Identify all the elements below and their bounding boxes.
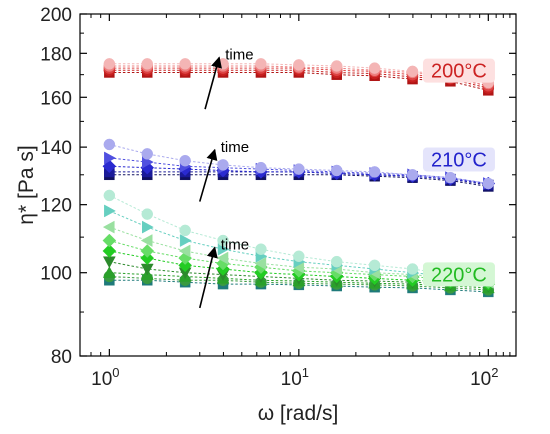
- data-point: [406, 65, 419, 78]
- x-tick-label: 100: [91, 365, 119, 390]
- data-point: [330, 60, 343, 72]
- y-tick-label: 160: [40, 88, 72, 109]
- data-point: [102, 244, 117, 258]
- data-point: [217, 234, 229, 247]
- data-point: [255, 58, 267, 70]
- data-point: [217, 159, 229, 171]
- y-tick-labels: 80 100 120 140 160 180 200: [40, 5, 72, 368]
- series-group-0: [103, 58, 495, 96]
- data-point: [178, 258, 193, 273]
- data-point: [102, 159, 117, 174]
- series-line: [109, 144, 489, 184]
- temperature-label-bg: [422, 147, 495, 172]
- temperature-label-bg: [422, 262, 495, 287]
- y-axis-title: η* [Pa s]: [15, 145, 38, 224]
- x-tick-label: 102: [470, 365, 498, 390]
- data-point: [368, 62, 381, 74]
- data-point: [141, 58, 154, 70]
- data-point: [255, 161, 267, 174]
- data-point: [103, 138, 116, 151]
- data-point: [179, 58, 191, 70]
- y-tick-label: 100: [40, 264, 72, 285]
- y-tick-label: 180: [40, 44, 72, 65]
- time-annotation: time: [221, 236, 249, 253]
- data-point: [104, 151, 116, 165]
- series-layer: [102, 58, 496, 298]
- plot-frame: [79, 13, 517, 357]
- data-point: [330, 164, 343, 177]
- data-point: [293, 163, 305, 175]
- data-point: [103, 189, 116, 202]
- data-point: [255, 243, 267, 255]
- series-group-1: [102, 138, 496, 192]
- series-line: [109, 210, 489, 281]
- y-tick-label: 200: [40, 5, 72, 26]
- x-axis-title: ω [rad/s]: [258, 402, 339, 425]
- data-point: [406, 263, 419, 275]
- data-point: [104, 204, 116, 218]
- data-point: [102, 233, 117, 248]
- data-point: [179, 234, 192, 247]
- data-point: [142, 220, 154, 234]
- data-point: [293, 59, 305, 71]
- series-line: [109, 240, 489, 283]
- annotation-layer: time time time: [198, 46, 254, 309]
- data-point: [141, 208, 154, 220]
- data-point: [178, 244, 191, 258]
- data-point: [102, 220, 115, 234]
- group-labels: 200°C 210°C 220°C: [422, 58, 495, 287]
- temperature-label: 220°C: [431, 264, 487, 286]
- data-point: [140, 234, 153, 247]
- data-point: [102, 266, 116, 278]
- temperature-label: 200°C: [431, 61, 487, 83]
- x-tick-labels: 100 101 102: [91, 365, 498, 390]
- data-point: [406, 169, 419, 181]
- data-point: [216, 251, 229, 265]
- data-point: [293, 250, 305, 263]
- temperature-label-bg: [422, 58, 495, 83]
- data-point: [179, 224, 191, 237]
- time-annotation: time: [225, 46, 253, 63]
- data-point: [482, 177, 495, 190]
- data-point: [103, 58, 116, 70]
- axis-ticks: [79, 13, 517, 357]
- data-point: [140, 244, 155, 258]
- data-point: [141, 148, 154, 160]
- time-arrow: [198, 148, 218, 202]
- time-arrow: [198, 246, 218, 309]
- y-tick-label: 120: [40, 196, 72, 217]
- y-tick-label: 80: [51, 347, 72, 368]
- data-point: [102, 256, 116, 269]
- temperature-label: 210°C: [431, 149, 487, 171]
- time-arrow: [204, 56, 222, 110]
- data-point: [330, 255, 343, 268]
- data-point: [368, 166, 381, 178]
- data-point: [368, 259, 381, 272]
- time-annotation: time: [221, 139, 249, 156]
- x-tick-label: 101: [281, 365, 309, 390]
- y-tick-label: 140: [40, 138, 72, 159]
- data-point: [140, 251, 155, 265]
- data-point: [179, 154, 191, 167]
- data-point: [254, 257, 267, 270]
- data-point: [444, 171, 457, 184]
